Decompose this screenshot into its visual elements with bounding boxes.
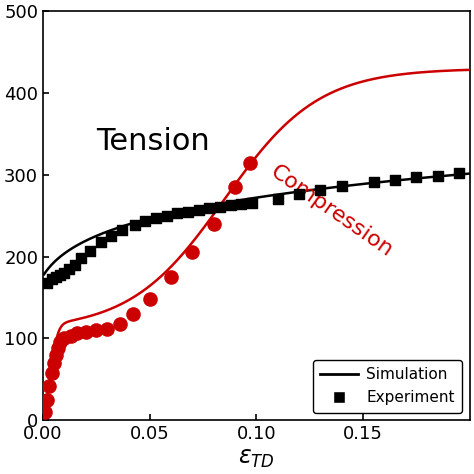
Point	[118, 227, 126, 234]
Point	[317, 187, 324, 194]
Point	[167, 273, 175, 281]
Point	[44, 396, 51, 403]
Point	[48, 276, 55, 283]
Point	[108, 232, 115, 240]
Point	[173, 210, 181, 217]
Point	[295, 191, 303, 198]
Point	[434, 172, 442, 179]
Point	[152, 214, 160, 222]
Point	[129, 310, 137, 318]
Point	[61, 269, 68, 277]
Point	[274, 195, 282, 202]
Point	[92, 327, 100, 334]
Point	[61, 335, 68, 342]
Text: Tension: Tension	[96, 127, 210, 156]
Point	[71, 261, 79, 269]
Point	[78, 255, 85, 262]
Point	[231, 183, 239, 191]
Text: Compression: Compression	[267, 161, 397, 261]
Point	[216, 203, 224, 210]
Point	[46, 382, 53, 390]
Point	[227, 201, 235, 209]
Point	[103, 325, 111, 332]
Point	[52, 273, 60, 281]
Point	[67, 332, 74, 340]
Point	[82, 328, 90, 336]
X-axis label: $\varepsilon_{TD}$: $\varepsilon_{TD}$	[238, 446, 275, 470]
Point	[131, 222, 138, 229]
Point	[41, 408, 49, 416]
Point	[163, 212, 171, 219]
Point	[195, 206, 202, 214]
Point	[116, 320, 124, 328]
Point	[246, 159, 254, 166]
Point	[48, 369, 55, 376]
Point	[56, 339, 64, 346]
Point	[392, 176, 399, 183]
Point	[44, 279, 51, 287]
Point	[184, 208, 192, 215]
Legend: Simulation, Experiment: Simulation, Experiment	[312, 360, 462, 412]
Point	[56, 272, 64, 279]
Point	[73, 330, 81, 337]
Point	[146, 295, 154, 303]
Point	[413, 173, 420, 181]
Point	[189, 249, 196, 256]
Point	[50, 359, 57, 367]
Point	[97, 238, 104, 246]
Point	[370, 178, 378, 186]
Point	[206, 204, 213, 212]
Point	[54, 345, 62, 352]
Point	[456, 169, 463, 177]
Point	[142, 218, 149, 225]
Point	[338, 182, 346, 190]
Point	[65, 265, 73, 273]
Point	[210, 220, 218, 228]
Point	[248, 200, 256, 207]
Point	[86, 247, 94, 255]
Point	[52, 351, 60, 358]
Point	[237, 201, 245, 208]
